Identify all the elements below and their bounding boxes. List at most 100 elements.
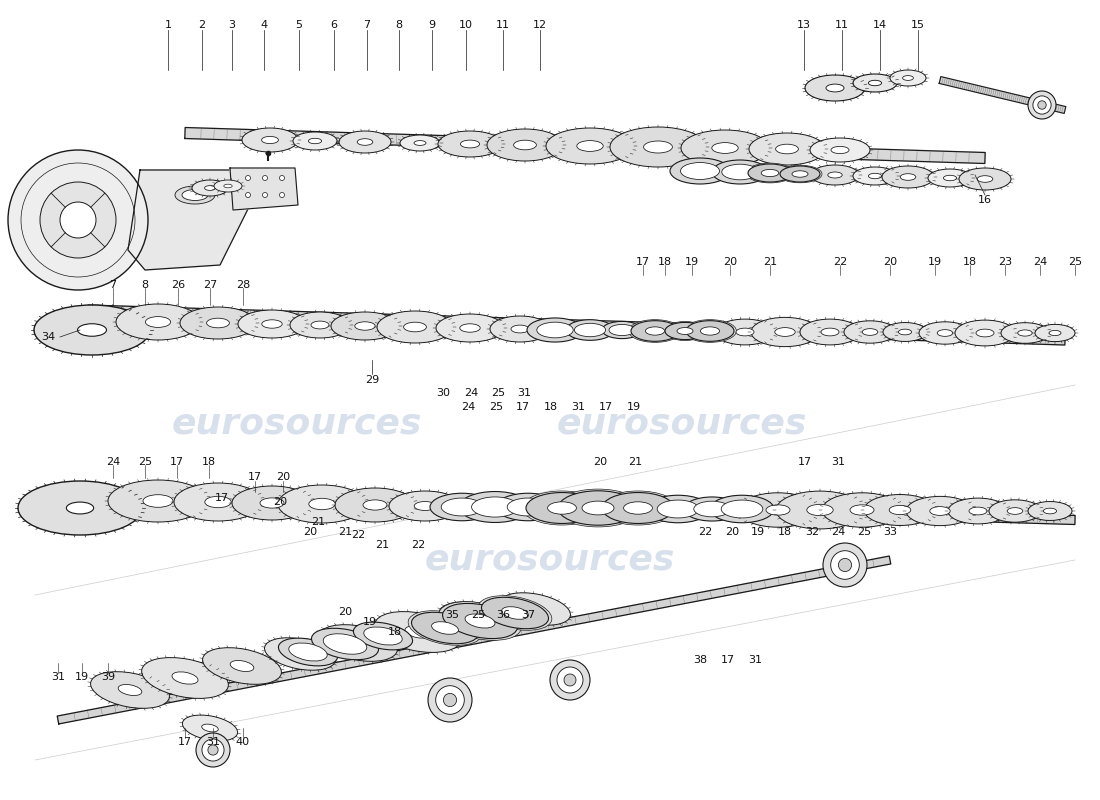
Text: 35: 35 (446, 610, 459, 620)
Ellipse shape (202, 648, 282, 684)
Ellipse shape (289, 643, 327, 661)
Ellipse shape (602, 493, 674, 523)
Ellipse shape (411, 612, 478, 644)
Text: 24: 24 (464, 388, 478, 398)
Ellipse shape (525, 604, 546, 614)
Ellipse shape (108, 480, 208, 522)
Text: 38: 38 (693, 655, 707, 665)
Text: 20: 20 (883, 257, 898, 267)
Text: 22: 22 (351, 530, 365, 540)
Ellipse shape (646, 495, 710, 522)
Text: 20: 20 (725, 527, 739, 537)
Text: 28: 28 (235, 280, 250, 290)
Text: 25: 25 (491, 388, 505, 398)
Ellipse shape (459, 491, 531, 522)
Ellipse shape (465, 614, 495, 628)
Ellipse shape (430, 494, 494, 521)
Ellipse shape (948, 498, 1008, 524)
Ellipse shape (830, 146, 849, 154)
Ellipse shape (918, 322, 971, 344)
Circle shape (263, 175, 267, 181)
Ellipse shape (142, 658, 229, 698)
Ellipse shape (363, 500, 387, 510)
Ellipse shape (778, 166, 822, 182)
Ellipse shape (844, 321, 896, 343)
Text: 24: 24 (461, 402, 475, 412)
Ellipse shape (761, 170, 779, 177)
Text: 22: 22 (833, 257, 847, 267)
Circle shape (245, 193, 251, 198)
Text: 18: 18 (778, 527, 792, 537)
Text: 29: 29 (365, 375, 380, 385)
Ellipse shape (686, 321, 734, 342)
Circle shape (1033, 96, 1052, 114)
Polygon shape (185, 127, 986, 163)
Text: 18: 18 (658, 257, 672, 267)
Ellipse shape (1049, 330, 1061, 335)
Polygon shape (88, 305, 1065, 345)
Polygon shape (57, 556, 891, 724)
Circle shape (564, 674, 576, 686)
Ellipse shape (507, 498, 549, 516)
Ellipse shape (574, 323, 606, 337)
Ellipse shape (852, 74, 896, 92)
Ellipse shape (514, 140, 537, 150)
Text: 24: 24 (830, 527, 845, 537)
Text: 19: 19 (928, 257, 942, 267)
Text: 7: 7 (109, 280, 117, 290)
Text: 19: 19 (627, 402, 641, 412)
Ellipse shape (670, 158, 730, 184)
Ellipse shape (663, 322, 707, 341)
Ellipse shape (751, 318, 820, 346)
Ellipse shape (18, 481, 142, 535)
Ellipse shape (339, 131, 390, 153)
Ellipse shape (576, 141, 603, 151)
Text: 32: 32 (805, 527, 820, 537)
Ellipse shape (232, 486, 312, 520)
Ellipse shape (930, 506, 950, 515)
Ellipse shape (1044, 508, 1057, 514)
Circle shape (208, 745, 218, 755)
Text: 16: 16 (978, 195, 992, 205)
Ellipse shape (309, 498, 336, 510)
Text: 15: 15 (911, 20, 925, 30)
Ellipse shape (780, 166, 820, 182)
Text: 11: 11 (496, 20, 510, 30)
Ellipse shape (805, 75, 865, 101)
Ellipse shape (1035, 325, 1075, 342)
Ellipse shape (1028, 502, 1072, 521)
Ellipse shape (182, 190, 208, 201)
Text: 11: 11 (835, 20, 849, 30)
Ellipse shape (336, 488, 415, 522)
Circle shape (838, 558, 851, 571)
Polygon shape (128, 170, 255, 270)
Text: 17: 17 (798, 457, 812, 467)
Ellipse shape (355, 322, 375, 330)
Circle shape (40, 182, 116, 258)
Ellipse shape (460, 324, 481, 332)
Ellipse shape (928, 169, 972, 187)
Ellipse shape (414, 141, 426, 146)
Text: 20: 20 (276, 472, 290, 482)
Polygon shape (230, 168, 298, 210)
Ellipse shape (628, 320, 681, 342)
Text: 17: 17 (636, 257, 650, 267)
Text: eurosources: eurosources (172, 407, 422, 441)
Ellipse shape (609, 325, 635, 335)
Ellipse shape (868, 174, 881, 178)
Ellipse shape (806, 504, 833, 516)
Ellipse shape (201, 724, 218, 732)
Ellipse shape (811, 165, 859, 185)
Ellipse shape (526, 493, 598, 523)
Ellipse shape (118, 685, 142, 695)
Text: 36: 36 (496, 610, 510, 620)
Text: 31: 31 (51, 672, 65, 682)
Text: 12: 12 (532, 20, 547, 30)
Circle shape (202, 739, 224, 761)
Ellipse shape (264, 638, 336, 670)
Ellipse shape (774, 328, 795, 336)
Text: 1: 1 (165, 20, 172, 30)
Ellipse shape (644, 141, 672, 153)
Text: 19: 19 (751, 527, 766, 537)
Circle shape (279, 193, 285, 198)
